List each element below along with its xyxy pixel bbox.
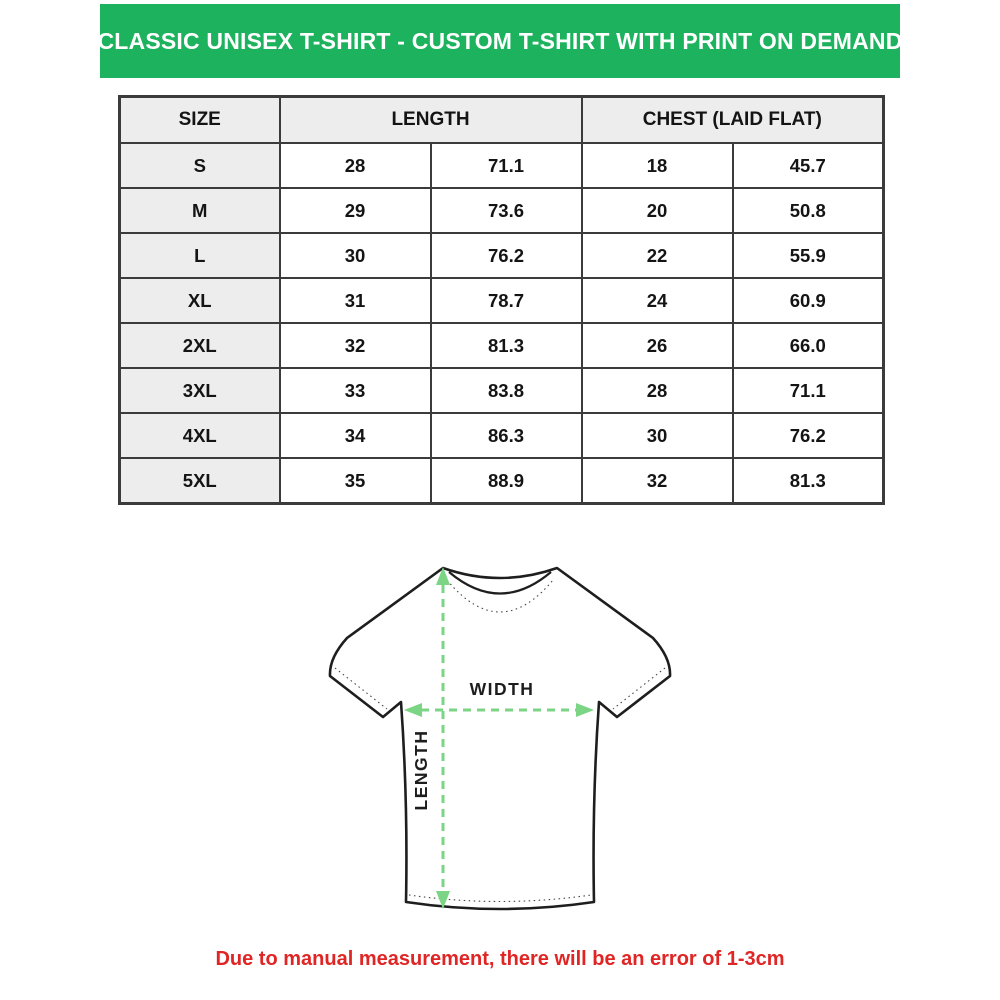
tshirt-outline (328, 566, 672, 911)
length-cm: 88.9 (429, 457, 583, 505)
length-in: 30 (278, 232, 432, 279)
length-in: 32 (278, 322, 432, 369)
length-cm: 78.7 (429, 277, 583, 324)
size-label: 2XL (118, 322, 281, 369)
length-label: LENGTH (411, 730, 431, 811)
length-in: 29 (278, 187, 432, 234)
table-row: 5XL 35 88.9 32 81.3 (118, 457, 885, 505)
chest-in: 18 (580, 142, 734, 189)
length-in: 33 (278, 367, 432, 414)
chest-cm: 50.8 (731, 187, 885, 234)
width-arrowhead-right (576, 703, 594, 717)
length-arrowhead-down (436, 891, 450, 909)
title-banner: CLASSIC UNISEX T-SHIRT - CUSTOM T-SHIRT … (97, 4, 903, 78)
chest-in: 22 (580, 232, 734, 279)
chest-in: 24 (580, 277, 734, 324)
table-header-row: SIZE LENGTH CHEST (LAID FLAT) (118, 95, 885, 144)
length-in: 31 (278, 277, 432, 324)
chest-cm: 71.1 (731, 367, 885, 414)
table-row: 3XL 33 83.8 28 71.1 (118, 367, 885, 414)
table-row: S 28 71.1 18 45.7 (118, 142, 885, 189)
chest-cm: 81.3 (731, 457, 885, 505)
chest-cm: 55.9 (731, 232, 885, 279)
measurement-disclaimer: Due to manual measurement, there will be… (215, 948, 785, 970)
chest-in: 32 (580, 457, 734, 505)
width-label: WIDTH (470, 679, 535, 699)
table-row: XL 31 78.7 24 60.9 (118, 277, 885, 324)
chest-cm: 45.7 (731, 142, 885, 189)
length-cm: 81.3 (429, 322, 583, 369)
width-arrowhead-left (404, 703, 422, 717)
chest-in: 30 (580, 412, 734, 459)
table-row: 4XL 34 86.3 30 76.2 (118, 412, 885, 459)
table-row: 2XL 32 81.3 26 66.0 (118, 322, 885, 369)
size-label: 3XL (118, 367, 281, 414)
length-cm: 86.3 (429, 412, 583, 459)
length-in: 35 (278, 457, 432, 505)
header-length: LENGTH (278, 95, 583, 144)
size-table: SIZE LENGTH CHEST (LAID FLAT) S 28 71.1 … (118, 95, 886, 505)
length-cm: 73.6 (429, 187, 583, 234)
table-row: M 29 73.6 20 50.8 (118, 187, 885, 234)
length-arrowhead-up (436, 567, 450, 585)
chest-in: 20 (580, 187, 734, 234)
page-title: CLASSIC UNISEX T-SHIRT - CUSTOM T-SHIRT … (97, 27, 903, 54)
size-label: M (118, 187, 281, 234)
size-label: 4XL (118, 412, 281, 459)
length-cm: 76.2 (429, 232, 583, 279)
chest-in: 28 (580, 367, 734, 414)
size-label: L (118, 232, 281, 279)
hem-stitch (408, 894, 592, 903)
header-size: SIZE (118, 95, 281, 144)
length-in: 28 (278, 142, 432, 189)
size-label: 5XL (118, 457, 281, 505)
length-cm: 83.8 (429, 367, 583, 414)
header-chest: CHEST (LAID FLAT) (580, 95, 885, 144)
chest-cm: 76.2 (731, 412, 885, 459)
tshirt-diagram: WIDTH LENGTH (320, 545, 680, 945)
chest-cm: 66.0 (731, 322, 885, 369)
size-label: XL (118, 277, 281, 324)
table-row: L 30 76.2 22 55.9 (118, 232, 885, 279)
chest-cm: 60.9 (731, 277, 885, 324)
collar-band (448, 571, 552, 595)
size-label: S (118, 142, 281, 189)
length-in: 34 (278, 412, 432, 459)
right-sleeve-stitch (612, 667, 666, 710)
left-sleeve-stitch (334, 667, 388, 710)
chest-in: 26 (580, 322, 734, 369)
length-cm: 71.1 (429, 142, 583, 189)
